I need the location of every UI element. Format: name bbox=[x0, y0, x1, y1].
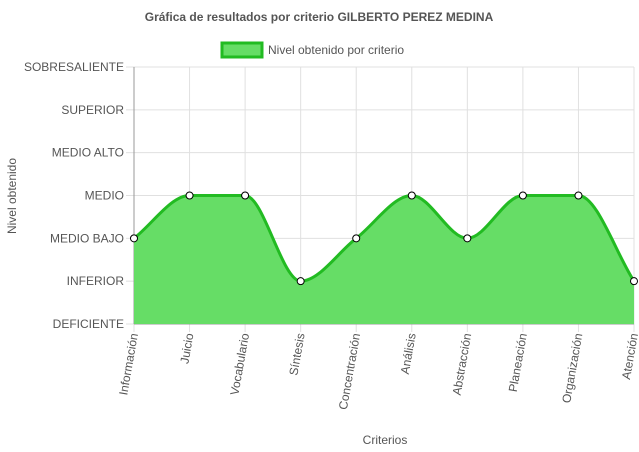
x-tick-label: Abstracción bbox=[450, 332, 475, 396]
x-tick-label: Organización bbox=[559, 332, 585, 404]
x-tick-labels: Información Juicio Vocabulario Síntesis Conc… bbox=[116, 332, 639, 411]
x-tick-label: Vocabulario bbox=[227, 332, 252, 397]
series-line bbox=[133, 193, 636, 283]
data-point[interactable] bbox=[352, 234, 361, 243]
y-tick-label: INFERIOR bbox=[67, 274, 125, 288]
area-layer bbox=[133, 193, 636, 324]
legend-swatch[interactable] bbox=[220, 41, 264, 59]
x-tick-label: Concentración bbox=[336, 332, 363, 411]
y-tick-label: SOBRESALIENTE bbox=[24, 60, 124, 74]
data-point[interactable] bbox=[518, 191, 527, 200]
data-point[interactable] bbox=[407, 191, 416, 200]
series-area-fill bbox=[134, 195, 634, 324]
chart-legend[interactable]: Nivel obtenido por criterio bbox=[220, 41, 404, 59]
data-point[interactable] bbox=[630, 277, 638, 286]
y-tick-labels: DEFICIENTE INFERIOR MEDIO BAJO MEDIO MEDIO A… bbox=[24, 60, 124, 331]
data-point[interactable] bbox=[463, 234, 472, 243]
x-tick-label: Síntesis bbox=[286, 332, 307, 376]
x-tick-label: Información bbox=[116, 332, 141, 396]
y-tick-label: MEDIO bbox=[85, 189, 124, 203]
y-tick-label: MEDIO ALTO bbox=[52, 146, 124, 160]
data-point[interactable] bbox=[241, 191, 250, 200]
y-axis-title: Nivel obtenido bbox=[5, 158, 19, 234]
y-tick-label: SUPERIOR bbox=[61, 103, 124, 117]
data-point[interactable] bbox=[185, 191, 194, 200]
y-tick-label: DEFICIENTE bbox=[53, 317, 124, 331]
x-tick-label: Juicio bbox=[177, 332, 196, 365]
data-point[interactable] bbox=[296, 277, 305, 286]
points-layer bbox=[130, 191, 638, 286]
x-tick-label: Atención bbox=[619, 332, 639, 380]
x-axis-title: Criterios bbox=[363, 433, 408, 447]
x-tick-label: Análisis bbox=[398, 332, 419, 375]
data-point[interactable] bbox=[130, 234, 138, 243]
chart-title: Gráfica de resultados por criterio GILBE… bbox=[145, 10, 494, 24]
data-point[interactable] bbox=[574, 191, 583, 200]
y-tick-label: MEDIO BAJO bbox=[50, 231, 124, 245]
x-tick-label: Planeación bbox=[506, 332, 530, 393]
legend-label[interactable]: Nivel obtenido por criterio bbox=[268, 43, 404, 57]
